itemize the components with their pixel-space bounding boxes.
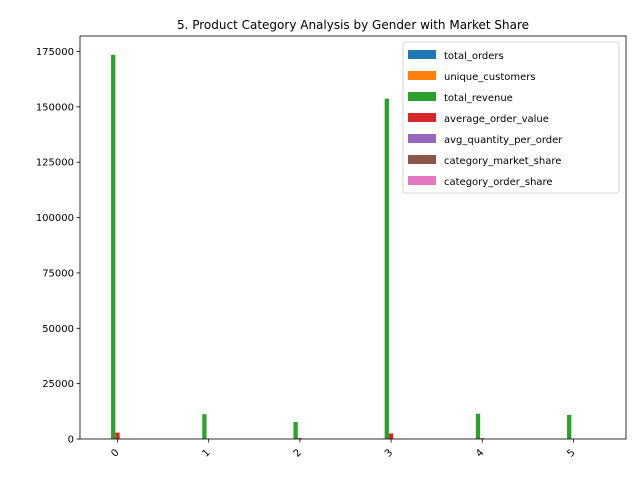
legend-box (402, 41, 620, 194)
y-tick-label: 150000 (36, 102, 74, 113)
y-tick-label: 175000 (36, 47, 74, 58)
y-tick-label: 100000 (36, 213, 74, 224)
y-tick-label: 125000 (36, 158, 74, 169)
legend-label-category_market_share: category_market_share (444, 156, 561, 167)
y-tick-label: 25000 (42, 379, 74, 390)
legend-label-total_revenue: total_revenue (444, 93, 513, 104)
bar-average_order_value-3 (388, 433, 394, 439)
bar-total_revenue-2 (293, 421, 298, 439)
legend-label-category_order_share: category_order_share (444, 177, 553, 188)
plot-frame (79, 35, 627, 440)
bar-total_revenue-1 (202, 414, 207, 439)
bar-total_revenue-5 (567, 414, 572, 439)
y-tick-label: 75000 (42, 268, 74, 279)
bar-total_revenue-3 (384, 98, 389, 439)
y-tick-label: 50000 (42, 324, 74, 335)
legend-swatch-category_order_share (408, 176, 436, 185)
legend-swatch-avg_quantity_per_order (408, 134, 436, 143)
bar-average_order_value-2 (297, 438, 303, 439)
legend-swatch-unique_customers (408, 71, 436, 80)
chart-title: 5. Product Category Analysis by Gender w… (177, 18, 529, 32)
bar-total_revenue-4 (475, 413, 481, 439)
legend-label-total_orders: total_orders (444, 51, 504, 62)
legend-swatch-category_market_share (408, 155, 436, 164)
legend-label-average_order_value: average_order_value (444, 114, 549, 125)
bar-total_revenue-0 (111, 54, 116, 439)
legend-label-unique_customers: unique_customers (444, 72, 536, 83)
legend-label-avg_quantity_per_order: avg_quantity_per_order (444, 135, 563, 146)
y-tick-label: 0 (68, 435, 74, 446)
legend-swatch-total_orders (408, 50, 436, 59)
y-axis: 0 25000 50000 75000 100000 125000 150000 175000 (36, 47, 80, 446)
legend-swatch-total_revenue (408, 92, 436, 101)
legend-swatch-average_order_value (408, 113, 436, 122)
bar-average_order_value-0 (115, 432, 120, 439)
legend: total_orders unique_customers total_revenu… (402, 41, 620, 194)
